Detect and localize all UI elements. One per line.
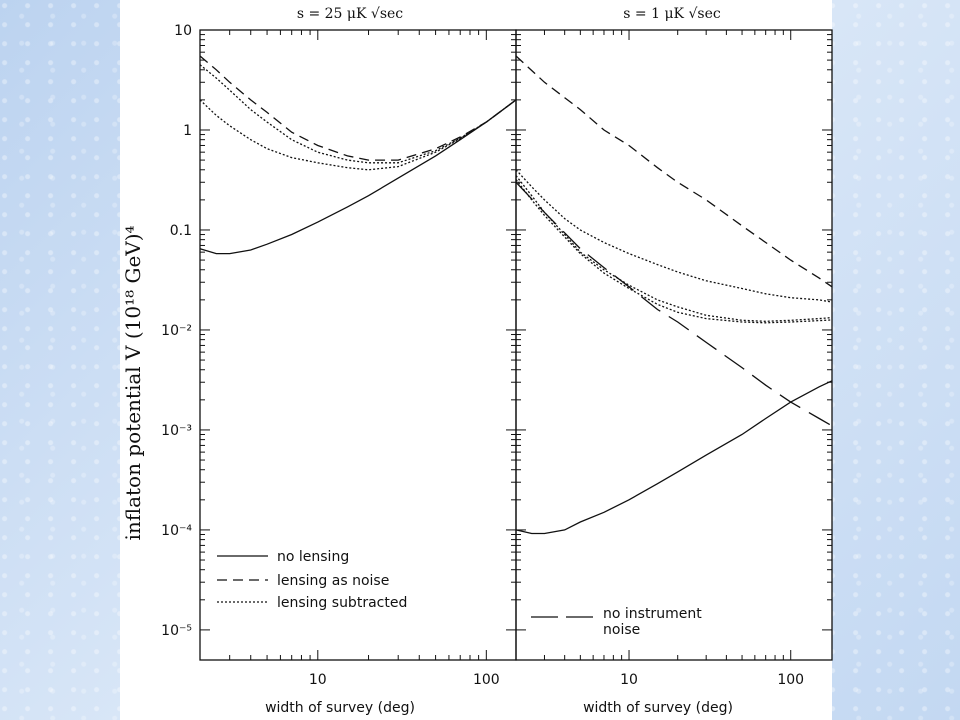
- series-no-instrument-noise-1-5: [515, 181, 833, 427]
- right-panel-title: s = 1 μK √sec: [623, 6, 721, 22]
- series-lensing-as-noise-1-1: [515, 55, 833, 288]
- y-axis-label: inflaton potential V (10¹⁸ GeV)⁴: [121, 225, 145, 540]
- series-no-lensing-0-0: [199, 99, 517, 255]
- series-lensing-subtracted-1-2: [515, 169, 833, 303]
- series-no-lensing-1-0: [515, 380, 833, 535]
- legend-label-lensing-subtracted: lensing subtracted: [277, 595, 407, 611]
- figure-panel: [120, 0, 832, 720]
- annotation-no-instrument: no instrument: [603, 606, 702, 622]
- left-panel-title: s = 25 μK √sec: [297, 6, 403, 22]
- legend-label-no-lensing: no lensing: [277, 549, 349, 565]
- plot-frame-1: [515, 29, 833, 661]
- x-tick-label-0-1: 100: [473, 672, 500, 688]
- y-tick-label-2: 0.1: [170, 223, 192, 239]
- x-tick-label-1-1: 100: [777, 672, 804, 688]
- y-tick-label-1: 1: [183, 123, 192, 139]
- left-x-axis-label: width of survey (deg): [265, 700, 415, 716]
- legend-label-lensing-as-noise: lensing as noise: [277, 573, 389, 589]
- y-tick-label-6: 10⁻⁵: [161, 623, 192, 639]
- series-lensing-subtracted-1-4: [515, 179, 833, 324]
- x-tick-label-1-0: 10: [620, 672, 638, 688]
- right-x-axis-label: width of survey (deg): [583, 700, 733, 716]
- x-tick-label-0-0: 10: [309, 672, 327, 688]
- series-lensing-subtracted-1-3: [515, 175, 833, 322]
- series-lensing-subtracted-0-3: [199, 99, 517, 171]
- y-tick-label-3: 10⁻²: [161, 323, 192, 339]
- y-tick-label-5: 10⁻⁴: [161, 523, 192, 539]
- series-lensing-as-noise-0-1: [199, 55, 517, 161]
- plot-frame-0: [199, 29, 517, 661]
- series-lensing-subtracted-0-2: [199, 64, 517, 164]
- annotation-noise: noise: [603, 622, 640, 638]
- y-tick-label-0: 10: [174, 23, 192, 39]
- y-tick-label-4: 10⁻³: [161, 423, 192, 439]
